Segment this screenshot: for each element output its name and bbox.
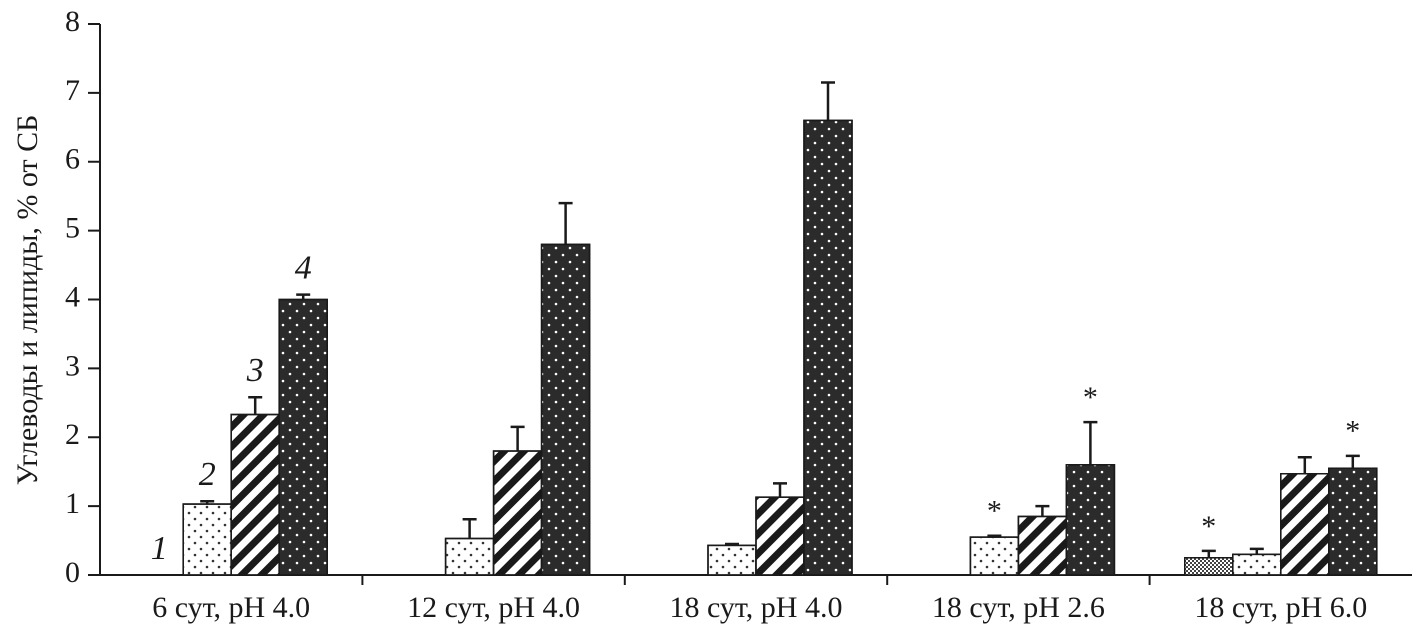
significance-mark: *	[987, 495, 1002, 528]
error-bar	[1249, 547, 1264, 555]
bar-pattern	[230, 413, 280, 576]
series-label: 4	[295, 249, 312, 286]
error-bar	[510, 425, 525, 452]
significance-mark: *	[1345, 415, 1360, 448]
significance-mark: *	[1083, 381, 1098, 414]
error-bar	[248, 396, 263, 415]
y-tick-label: 4	[65, 280, 80, 313]
x-tick-label: 6 сут, pH 4.0	[152, 591, 310, 624]
bar-pattern	[707, 544, 757, 576]
y-axis-label: Углеводы и липиды, % от СБ	[11, 115, 44, 486]
bar-pattern	[969, 536, 1020, 576]
bar-pattern	[444, 537, 495, 576]
x-tick-label: 12 сут, pH 4.0	[407, 591, 580, 624]
bar-pattern	[182, 503, 232, 576]
y-tick-label: 1	[65, 487, 80, 520]
error-bar	[1083, 420, 1098, 465]
bar-pattern	[1232, 553, 1282, 576]
bar-pattern	[540, 243, 591, 576]
y-tick-label: 5	[65, 212, 80, 245]
y-tick-label: 6	[65, 143, 80, 176]
error-bar	[1035, 504, 1050, 517]
error-bar	[296, 293, 311, 300]
error-bar	[1297, 455, 1312, 474]
bar-pattern	[278, 298, 328, 576]
error-bar	[725, 542, 739, 546]
error-bar	[987, 534, 1002, 538]
x-tick-label: 18 сут, pH 6.0	[1194, 591, 1367, 624]
bar-pattern	[755, 496, 805, 576]
error-bar	[1345, 454, 1360, 469]
error-bar	[558, 201, 573, 245]
series-label: 2	[199, 456, 216, 493]
error-bar	[773, 482, 787, 498]
bar-pattern	[492, 450, 543, 576]
y-tick-label: 3	[65, 349, 80, 382]
error-bar	[462, 517, 477, 539]
series-label: 3	[246, 352, 264, 389]
bar-pattern	[1280, 473, 1330, 576]
x-tick-label: 18 сут, pH 2.6	[932, 591, 1105, 624]
bar-pattern	[1184, 557, 1234, 576]
y-tick-label: 2	[65, 418, 80, 451]
x-tick-label: 18 сут, pH 4.0	[670, 591, 843, 624]
bar-pattern	[1017, 515, 1068, 576]
y-tick-label: 8	[65, 5, 80, 38]
significance-mark: *	[1201, 510, 1216, 543]
error-bar	[1201, 549, 1216, 558]
y-tick-label: 7	[65, 74, 80, 107]
error-bar	[200, 500, 215, 505]
bar-pattern	[803, 119, 853, 576]
bar-pattern	[1065, 464, 1116, 576]
bar-pattern	[1328, 467, 1378, 576]
series-label: 1	[151, 530, 168, 567]
y-tick-label: 0	[65, 556, 80, 589]
error-bar	[821, 81, 835, 121]
